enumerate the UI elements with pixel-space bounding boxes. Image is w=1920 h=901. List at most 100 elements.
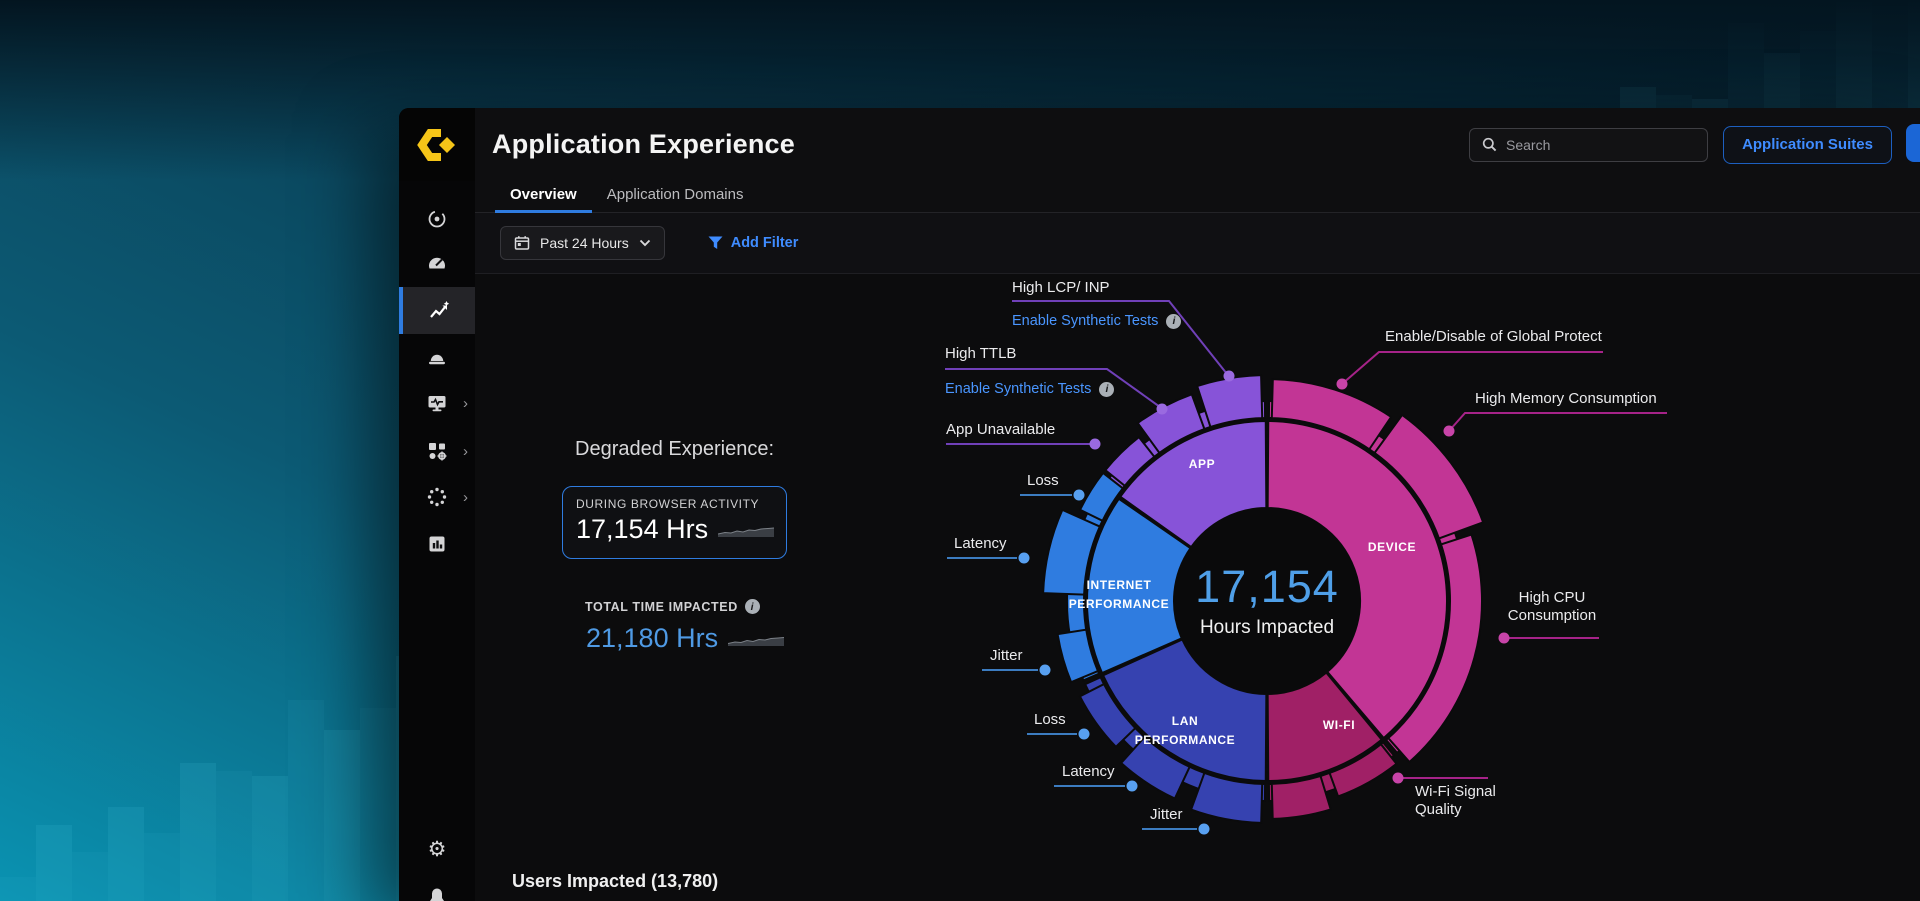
petal-internet-jitter[interactable] xyxy=(1056,628,1100,684)
background-bar xyxy=(252,775,288,901)
degraded-experience-sunburst: APP DEVICE WI-FI LAN PERFORMANCE INTERNET PERF… xyxy=(942,271,1722,881)
segment-label-app: APP xyxy=(1189,457,1215,471)
petal-high-cpu[interactable] xyxy=(1386,533,1483,764)
petal-high-lcp-inp[interactable] xyxy=(1195,374,1264,429)
callout-label-internet-latency: Latency xyxy=(954,535,1007,552)
callout-label-lan-loss: Loss xyxy=(1034,711,1066,728)
callout-line-global-protect xyxy=(1341,351,1603,385)
callout-dot-internet-latency xyxy=(1018,552,1030,564)
total-time-impacted-value-row: 21,180 Hrs xyxy=(586,623,785,654)
sidebar-item-notifications[interactable] xyxy=(399,874,475,901)
info-icon[interactable]: i xyxy=(1166,313,1182,329)
total-time-impacted-text: TOTAL TIME IMPACTED xyxy=(585,599,738,614)
callout-dot-high-ttlb xyxy=(1156,403,1168,415)
segment-label-internet: INTERNET xyxy=(1087,578,1152,592)
callout-line-high-ttlb xyxy=(945,368,1161,408)
petal-lan-loss[interactable] xyxy=(1078,682,1137,749)
total-time-impacted-label: TOTAL TIME IMPACTED i xyxy=(585,599,760,614)
tab-application-domains[interactable]: Application Domains xyxy=(592,186,759,212)
callout-link-high-ttlb[interactable]: Enable Synthetic Tests i xyxy=(945,381,1115,397)
total-time-sparkline xyxy=(728,637,785,646)
petal-high-memory[interactable] xyxy=(1373,413,1485,540)
background-bar xyxy=(360,707,396,901)
browser-activity-card[interactable]: DURING BROWSER ACTIVITY 17,154 Hrs xyxy=(562,486,787,559)
callout-link-high-lcp-inp[interactable]: Enable Synthetic Tests i xyxy=(1012,313,1182,329)
callout-line-high-memory xyxy=(1448,412,1667,432)
sidebar-item-processes[interactable]: › xyxy=(399,475,475,519)
users-impacted-heading: Users Impacted (13,780) xyxy=(512,871,719,891)
ring-separator xyxy=(1084,418,1450,784)
callout-dot-lan-latency xyxy=(1126,780,1138,792)
info-icon[interactable]: i xyxy=(744,599,760,614)
sidebar-item-alerts[interactable] xyxy=(399,334,475,378)
sidebar-item-applications[interactable]: › xyxy=(399,429,475,473)
callout-label-internet-loss: Loss xyxy=(1027,472,1059,489)
background-bar xyxy=(0,877,36,901)
background-bar xyxy=(36,825,72,901)
sidebar-item-dashboards[interactable] xyxy=(399,242,475,286)
callout-label-global-protect: Enable/Disable of Global Protect xyxy=(1385,328,1602,345)
callout-label-internet-jitter: Jitter xyxy=(990,647,1023,664)
callout-label-wifi-signal: Wi-Fi Signal Quality xyxy=(1415,783,1496,818)
petal-wifi-signal[interactable] xyxy=(1328,742,1398,798)
petal-app-unavailable[interactable] xyxy=(1103,435,1156,488)
application-suites-button[interactable]: Application Suites xyxy=(1723,125,1892,164)
brand-logo[interactable] xyxy=(399,108,475,181)
gear-icon: ⚙ xyxy=(427,837,447,861)
petal-wifi-signal-b[interactable] xyxy=(1270,774,1332,820)
callout-label-high-memory: High Memory Consumption xyxy=(1475,390,1657,407)
gauge-icon xyxy=(429,257,445,269)
callout-label-high-cpu: High CPU Consumption xyxy=(1507,589,1597,624)
callout-dot-lan-loss xyxy=(1078,728,1090,740)
segment-label-device: DEVICE xyxy=(1368,540,1416,554)
sidebar-item-reports[interactable] xyxy=(399,522,475,566)
sidebar-item-experience[interactable] xyxy=(399,287,475,334)
sidebar-item-settings[interactable]: ⚙ xyxy=(399,827,475,871)
callout-label-app-unavailable: App Unavailable xyxy=(946,421,1056,438)
header: Application Experience Search Applicatio… xyxy=(475,108,1920,181)
callout-label-high-ttlb: High TTLB xyxy=(945,345,1017,362)
callout-dot-wifi-signal xyxy=(1392,772,1404,784)
edge-primary-button[interactable] xyxy=(1906,124,1920,162)
calendar-icon xyxy=(514,236,530,250)
background-bar xyxy=(108,807,144,901)
callout-label-lan-jitter: Jitter xyxy=(1150,806,1183,823)
petal-global-protect[interactable] xyxy=(1270,378,1393,451)
chevron-right-icon: › xyxy=(463,442,468,460)
segment-label-lan: LAN xyxy=(1172,714,1198,728)
search-placeholder: Search xyxy=(1506,136,1551,153)
petal-lan-jitter[interactable] xyxy=(1189,771,1264,824)
siren-icon xyxy=(429,354,445,365)
degraded-experience-heading: Degraded Experience: xyxy=(575,438,775,460)
callout-dot-high-memory xyxy=(1443,425,1455,437)
callout-dot-app-unavailable xyxy=(1089,438,1101,450)
bell-icon xyxy=(430,888,444,901)
synthetic-tests-link-label: Enable Synthetic Tests xyxy=(945,381,1092,397)
tab-overview[interactable]: Overview xyxy=(495,186,592,213)
background-bar xyxy=(288,699,324,901)
synthetic-tests-link-label: Enable Synthetic Tests xyxy=(1012,313,1159,329)
sidebar-item-monitors[interactable]: › xyxy=(399,381,475,425)
background-bar xyxy=(324,729,360,901)
chart-hole xyxy=(1174,508,1360,694)
prisma-logo-icon xyxy=(417,128,455,161)
sidebar-item-discover[interactable] xyxy=(399,197,475,241)
search-input[interactable]: Search xyxy=(1469,127,1708,162)
petal-internet-loss[interactable] xyxy=(1078,471,1125,523)
funnel-icon xyxy=(708,236,723,249)
add-filter-button[interactable]: Add Filter xyxy=(708,235,799,251)
segment-label-lan: PERFORMANCE xyxy=(1135,733,1236,747)
add-filter-label: Add Filter xyxy=(730,235,799,251)
callout-dot-global-protect xyxy=(1336,378,1348,390)
time-range-value: Past 24 Hours xyxy=(540,235,629,251)
segment-label-internet: PERFORMANCE xyxy=(1069,597,1170,611)
petal-lan-latency[interactable] xyxy=(1119,735,1191,800)
background-bar xyxy=(216,771,252,901)
chevron-right-icon: › xyxy=(463,488,468,506)
browser-activity-label: DURING BROWSER ACTIVITY xyxy=(576,497,760,511)
info-icon[interactable]: i xyxy=(1099,381,1115,397)
petal-internet-latency[interactable] xyxy=(1042,508,1102,596)
petal-high-ttlb[interactable] xyxy=(1136,392,1206,455)
time-range-dropdown[interactable]: Past 24 Hours xyxy=(500,226,665,260)
filter-bar: Past 24 Hours Add Filter xyxy=(475,213,1920,274)
